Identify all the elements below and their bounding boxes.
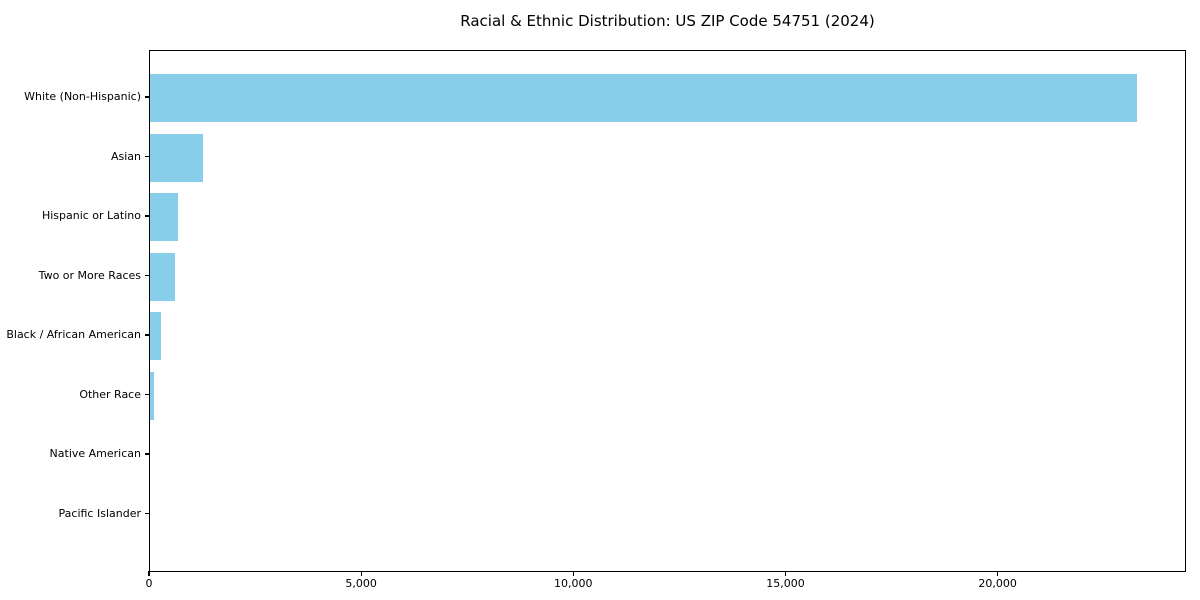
y-tick-label-two-or-more-races: Two or More Races: [38, 268, 141, 282]
x-tick-mark: [360, 571, 362, 576]
x-tick-label-15-000: 15,000: [766, 577, 805, 590]
bar-hispanic-or-latino: [150, 193, 178, 241]
y-tick-mark: [145, 393, 149, 396]
y-tick-label-asian: Asian: [110, 149, 141, 163]
y-tick-mark: [145, 274, 149, 277]
bar-other-race: [150, 371, 155, 420]
y-tick-label-black-african-american: Black / African American: [6, 328, 141, 341]
bar-asian: [150, 133, 204, 182]
bar-white-non-hispanic: [150, 74, 1137, 122]
x-tick-mark: [148, 571, 150, 576]
y-tick-mark: [145, 215, 149, 217]
y-tick-mark: [145, 155, 149, 158]
y-tick-label-hispanic-or-latino: Hispanic or Latino: [41, 209, 141, 222]
bar-two-or-more-races: [150, 252, 176, 301]
y-tick-label-native-american: Native American: [49, 447, 141, 460]
y-tick-mark: [145, 334, 149, 336]
y-tick-label-white-non-hispanic: White (Non-Hispanic): [24, 90, 141, 103]
y-tick-label-other-race: Other Race: [79, 387, 141, 401]
x-tick-mark: [572, 571, 574, 576]
y-tick-mark: [145, 453, 149, 455]
x-tick-label-20-000: 20,000: [978, 577, 1017, 590]
bar-black-african-american: [150, 312, 162, 360]
y-tick-mark: [145, 512, 149, 515]
x-tick-mark: [997, 571, 999, 576]
x-tick-mark: [784, 571, 787, 576]
x-tick-label-5-000: 5,000: [345, 577, 377, 590]
chart-title: Racial & Ethnic Distribution: US ZIP Cod…: [460, 12, 875, 30]
x-tick-label-0: 0: [145, 577, 153, 590]
x-tick-label-10-000: 10,000: [554, 577, 593, 590]
y-tick-label-pacific-islander: Pacific Islander: [58, 506, 141, 520]
y-tick-mark: [145, 96, 149, 98]
plot-area: [149, 50, 1186, 572]
